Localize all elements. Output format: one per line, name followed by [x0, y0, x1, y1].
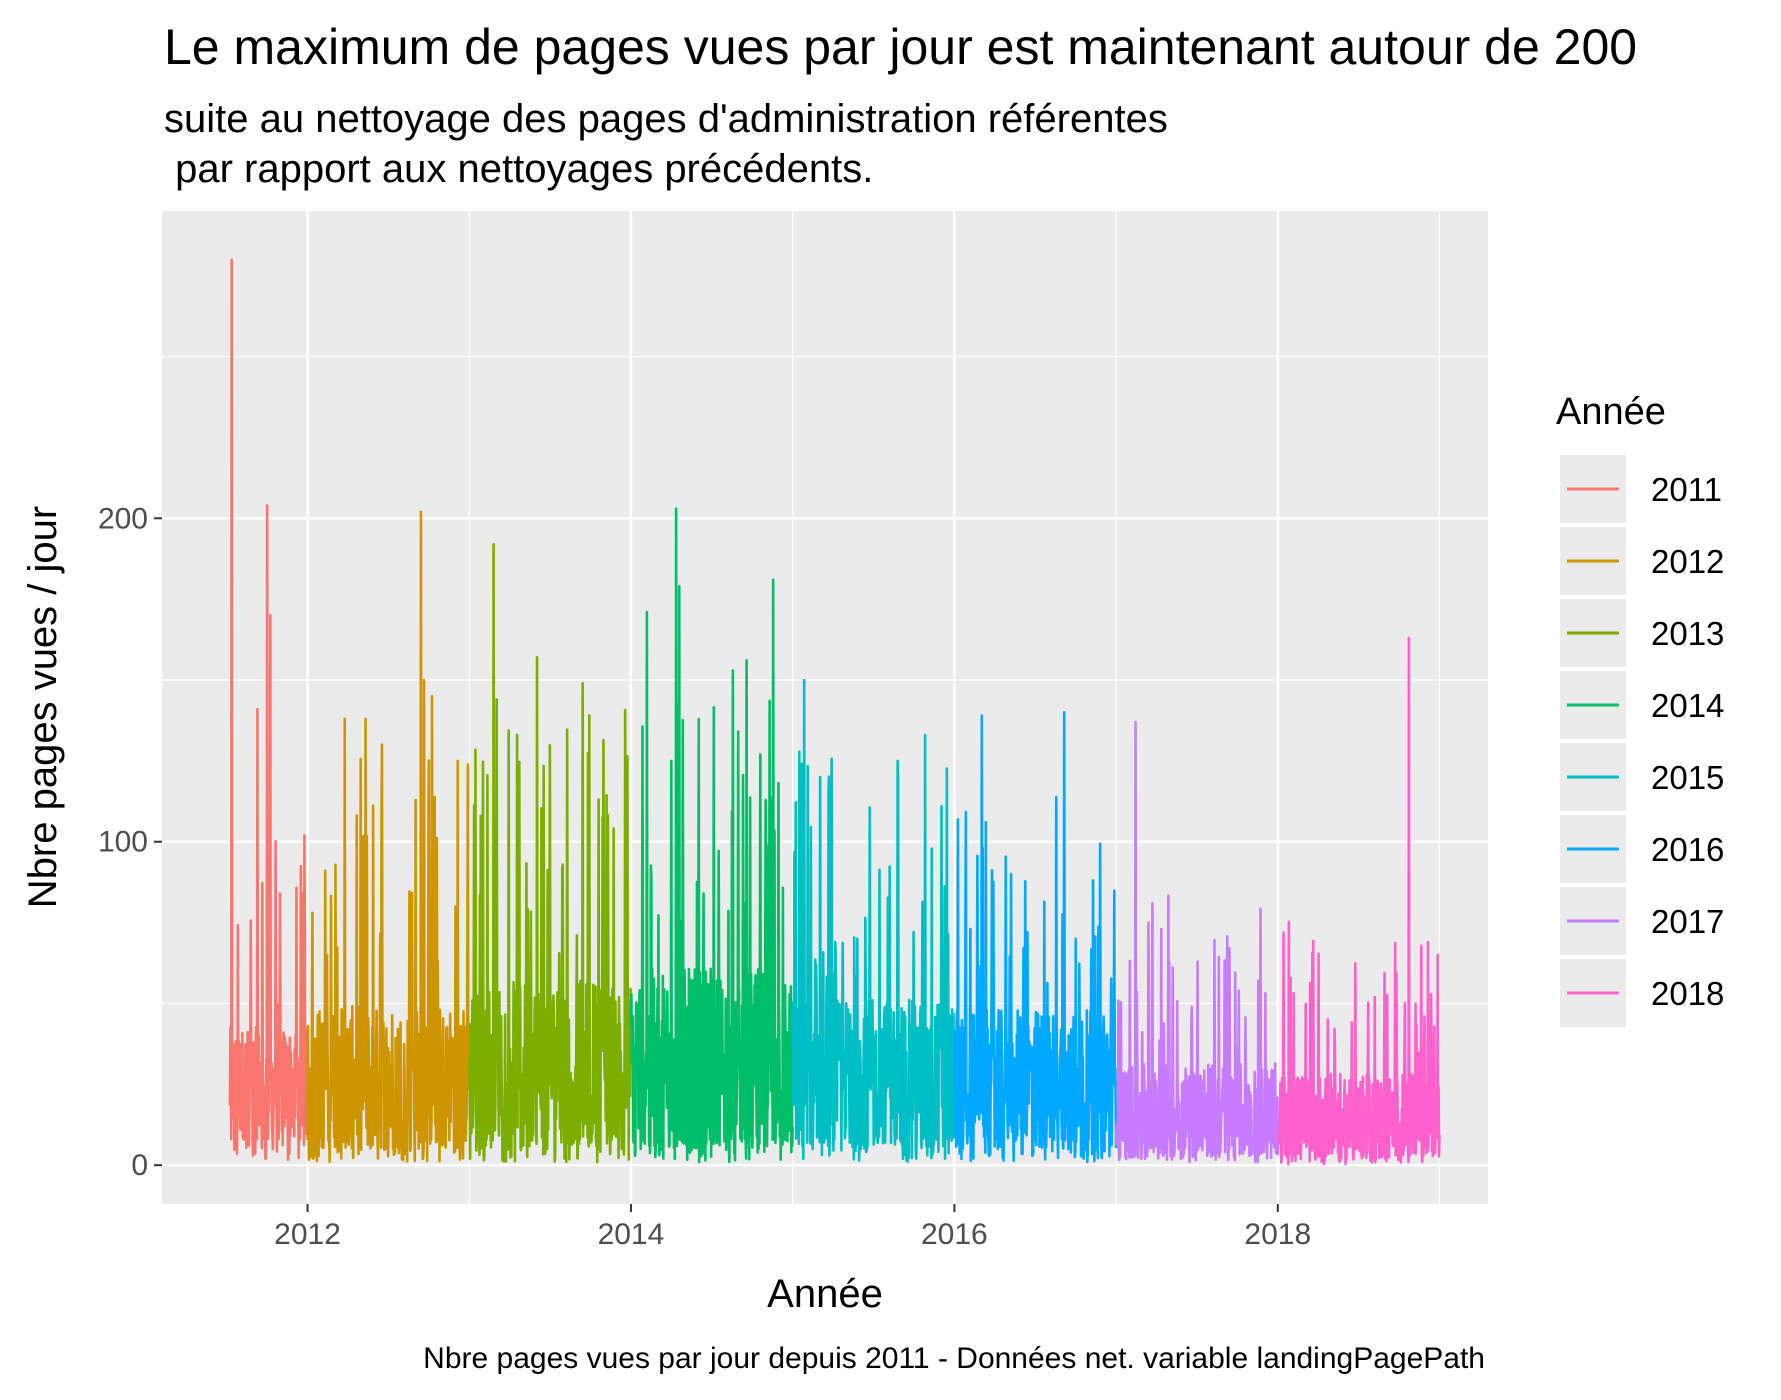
- legend-title: Année: [1556, 391, 1666, 433]
- y-tick-label: 200: [98, 502, 148, 535]
- grid-major: [162, 211, 1488, 1204]
- legend-item-2016: 2016: [1560, 815, 1724, 883]
- legend-label: 2017: [1651, 903, 1724, 940]
- legend-label: 2012: [1651, 543, 1724, 580]
- series-line-2018: [1276, 636, 1441, 1166]
- series-line-2017: [1114, 720, 1280, 1164]
- legend-item-2012: 2012: [1560, 527, 1724, 595]
- x-axis: 2012 2014 2016 2018: [274, 1204, 1311, 1251]
- x-axis-title: Année: [767, 1272, 883, 1316]
- chart-title: Le maximum de pages vues par jour est ma…: [164, 19, 1638, 75]
- legend-label: 2011: [1651, 471, 1722, 508]
- x-tick-label: 2016: [921, 1218, 988, 1251]
- y-tick-label: 100: [98, 826, 148, 859]
- legend-item-2015: 2015: [1560, 743, 1724, 811]
- x-tick-label: 2018: [1244, 1218, 1311, 1251]
- series-line-2013: [467, 542, 633, 1164]
- legend-item-2018: 2018: [1560, 959, 1724, 1027]
- legend-label: 2013: [1651, 615, 1724, 652]
- series-line-2015: [791, 678, 956, 1163]
- x-tick-label: 2014: [598, 1218, 665, 1251]
- chart-subtitle: suite au nettoyage des pages d'administr…: [164, 97, 1168, 191]
- legend-label: 2014: [1651, 687, 1724, 724]
- legend-label: 2016: [1651, 831, 1724, 868]
- legend-label: 2015: [1651, 759, 1724, 796]
- legend-label: 2018: [1651, 975, 1724, 1012]
- series-layer: [228, 258, 1441, 1166]
- legend: Année 2011 2012 2013 2014 2015 2016 2017 2018: [1556, 391, 1724, 1027]
- legend-item-2017: 2017: [1560, 887, 1724, 955]
- legend-item-2014: 2014: [1560, 671, 1724, 739]
- legend-item-2013: 2013: [1560, 599, 1724, 667]
- series-line-2014: [629, 507, 794, 1164]
- series-line-2011: [228, 258, 309, 1162]
- x-tick-label: 2012: [274, 1218, 341, 1251]
- legend-item-2011: 2011: [1560, 455, 1722, 523]
- y-tick-label: 0: [131, 1149, 148, 1182]
- chart-caption: Nbre pages vues par jour depuis 2011 - D…: [423, 1342, 1485, 1375]
- series-line-2012: [306, 510, 471, 1164]
- y-axis-title: Nbre pages vues / jour: [21, 506, 65, 908]
- y-axis: 0 100 200: [98, 502, 162, 1182]
- series-line-2016: [953, 711, 1118, 1164]
